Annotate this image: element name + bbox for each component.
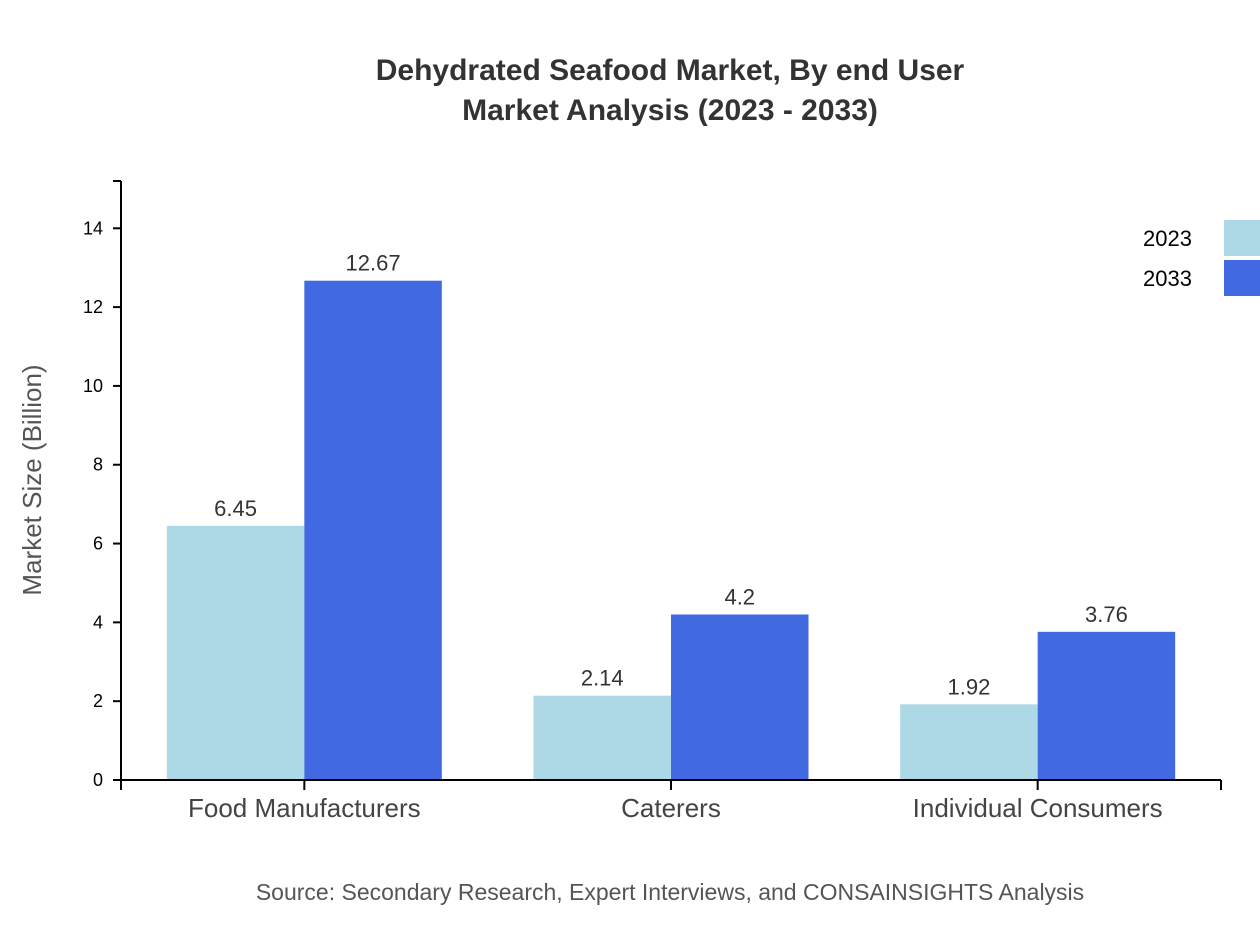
legend-swatch	[1224, 220, 1260, 256]
chart-subtitle: Market Analysis (2023 - 2033)	[462, 94, 878, 127]
legend-swatch	[1224, 260, 1260, 296]
data-label: 3.76	[1085, 602, 1128, 627]
y-tick-label: 0	[93, 770, 103, 790]
bar-2023	[166, 525, 305, 780]
bar-2023	[533, 695, 671, 780]
y-tick-label: 6	[93, 534, 103, 554]
bars-group: 6.45 12.67 2.14 4.2 1.92 3.76	[166, 251, 1176, 780]
data-label: 4.2	[724, 584, 755, 609]
x-tick-label: Caterers	[621, 793, 721, 823]
bar-2033	[304, 280, 442, 780]
chart-title: Dehydrated Seafood Market, By end User	[376, 54, 965, 87]
legend-label: 2023	[1143, 226, 1192, 251]
x-axis: Food Manufacturers Caterers Individual Con…	[120, 779, 1222, 823]
data-label: 6.45	[214, 496, 257, 521]
data-label: 1.92	[948, 674, 991, 699]
bar-2033	[1037, 631, 1176, 780]
data-label: 2.14	[581, 666, 624, 691]
y-tick-label: 12	[83, 297, 103, 317]
source-note: Source: Secondary Research, Expert Inter…	[256, 879, 1084, 905]
data-label: 12.67	[346, 251, 401, 276]
y-axis: 0 2 4 6 8 10 12 14	[83, 180, 122, 790]
y-axis-label: Market Size (Billion)	[17, 364, 47, 595]
y-tick-label: 2	[93, 691, 103, 711]
y-tick-label: 10	[83, 376, 103, 396]
y-tick-label: 8	[93, 455, 103, 475]
x-tick-label: Food Manufacturers	[188, 793, 421, 823]
legend: 2023 2033	[1143, 220, 1260, 296]
y-tick-label: 14	[83, 218, 103, 238]
bar-2033	[671, 614, 809, 780]
y-tick-label: 4	[93, 612, 103, 632]
legend-label: 2033	[1143, 266, 1192, 291]
x-tick-label: Individual Consumers	[913, 793, 1163, 823]
bar-2023	[900, 704, 1038, 780]
